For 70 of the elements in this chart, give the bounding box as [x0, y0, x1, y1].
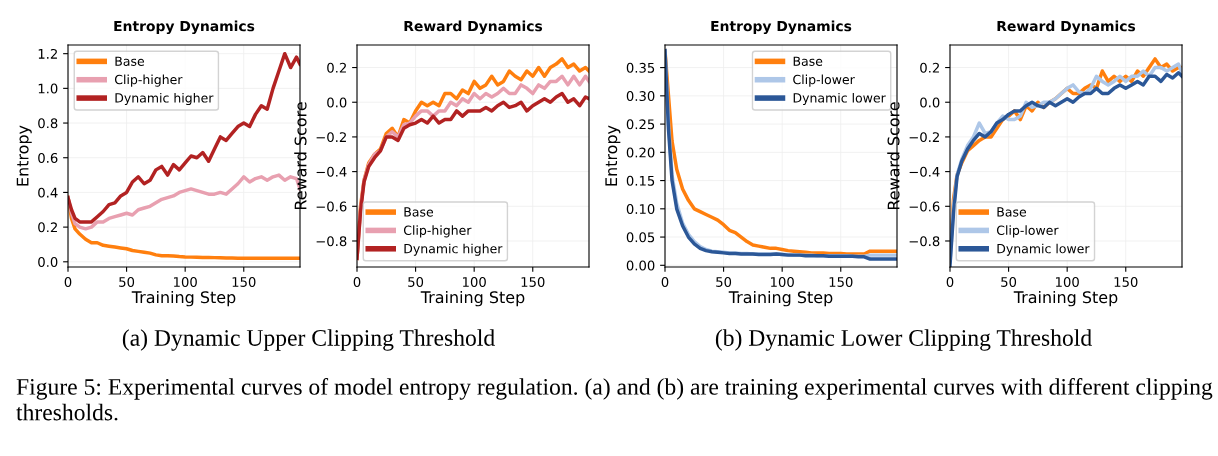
- legend-label: Clip-lower: [996, 225, 1059, 238]
- x-tick-label: 50: [1001, 276, 1017, 287]
- y-axis-title: Reward Score: [887, 102, 900, 210]
- x-tick-label: 50: [716, 276, 732, 287]
- x-tick-label: 100: [174, 276, 197, 287]
- y-tick-label: −0.8: [909, 236, 940, 247]
- x-tick-label: 100: [771, 276, 794, 287]
- x-axis-title: Training Step: [131, 290, 236, 307]
- legend-label: Dynamic lower: [997, 243, 1090, 256]
- y-tick-label: 0.05: [626, 232, 655, 243]
- x-tick-label: 50: [119, 276, 135, 287]
- y-tick-label: −0.6: [316, 201, 347, 212]
- y-tick-label: 0.20: [626, 147, 655, 158]
- legend-label: Base: [997, 207, 1027, 217]
- legend-label: Base: [404, 207, 434, 217]
- y-tick-label: −0.2: [316, 132, 346, 143]
- caption: Figure 5: Experimental curves of model entropy regulation. (a) and (b) are training experimental curves with different clipping thresholds.: [16, 378, 1213, 421]
- x-tick-label: 0: [353, 276, 361, 287]
- y-tick-label: 0.8: [38, 118, 58, 129]
- x-tick-label: 0: [661, 276, 669, 287]
- x-tick-label: 150: [232, 276, 256, 287]
- chart-title: Reward Dynamics: [997, 20, 1136, 35]
- y-tick-label: 0.15: [626, 175, 655, 186]
- y-tick-label: −0.6: [909, 201, 940, 212]
- legend-label: Dynamic higher: [115, 92, 214, 106]
- x-tick-label: 100: [463, 276, 486, 287]
- x-axis-title: Training Step: [420, 290, 525, 307]
- y-tick-label: 0.35: [626, 62, 655, 73]
- x-tick-label: 150: [829, 276, 853, 287]
- x-tick-label: 100: [1056, 276, 1079, 287]
- legend-label: Clip-lower: [793, 74, 855, 87]
- chart-title: Reward Dynamics: [404, 20, 543, 35]
- y-tick-label: −0.2: [909, 132, 939, 143]
- legend-label: Dynamic higher: [404, 243, 503, 256]
- y-tick-label: 0.00: [626, 260, 655, 271]
- legend-label: Clip-higher: [114, 74, 183, 87]
- y-tick-label: 0.0: [327, 97, 347, 108]
- y-tick-label: 0.6: [38, 152, 58, 163]
- y-tick-label: 1.2: [38, 48, 57, 59]
- x-tick-label: 150: [521, 276, 545, 287]
- x-tick-label: 0: [946, 276, 954, 287]
- y-tick-label: 1.0: [38, 83, 58, 94]
- y-tick-label: 0.2: [38, 222, 57, 233]
- y-axis-title: Entropy: [16, 125, 32, 186]
- y-tick-label: 0.0: [38, 257, 58, 267]
- y-axis-title: Entropy: [605, 125, 621, 186]
- text: (a) Dynamic Upper Clipping Threshold: [122, 329, 495, 351]
- y-tick-label: 0.25: [626, 119, 655, 130]
- y-tick-label: −0.4: [316, 166, 347, 177]
- y-tick-label: 0.2: [327, 62, 346, 73]
- x-tick-label: 50: [408, 276, 424, 287]
- chart-title: Entropy Dynamics: [711, 20, 852, 35]
- x-tick-label: 150: [1114, 276, 1138, 287]
- y-tick-label: 0.0: [920, 97, 940, 108]
- x-axis-title: Training Step: [728, 290, 833, 307]
- x-axis-title: Training Step: [1013, 290, 1118, 307]
- x-tick-label: 0: [64, 276, 72, 287]
- y-tick-label: 0.2: [920, 62, 939, 73]
- y-axis-title: Reward Score: [294, 102, 307, 210]
- y-tick-label: 0.4: [38, 187, 58, 198]
- legend-label: Dynamic lower: [793, 92, 886, 106]
- legend-label: Clip-higher: [403, 225, 472, 238]
- y-tick-label: 0.30: [626, 91, 655, 102]
- legend-label: Base: [115, 56, 145, 66]
- chart-title: Entropy Dynamics: [114, 20, 255, 35]
- legend-label: Base: [793, 56, 823, 66]
- text: (b) Dynamic Lower Clipping Threshold: [715, 329, 1092, 351]
- y-tick-label: −0.8: [316, 236, 347, 247]
- y-tick-label: −0.4: [909, 166, 940, 177]
- y-tick-label: 0.10: [626, 204, 655, 215]
